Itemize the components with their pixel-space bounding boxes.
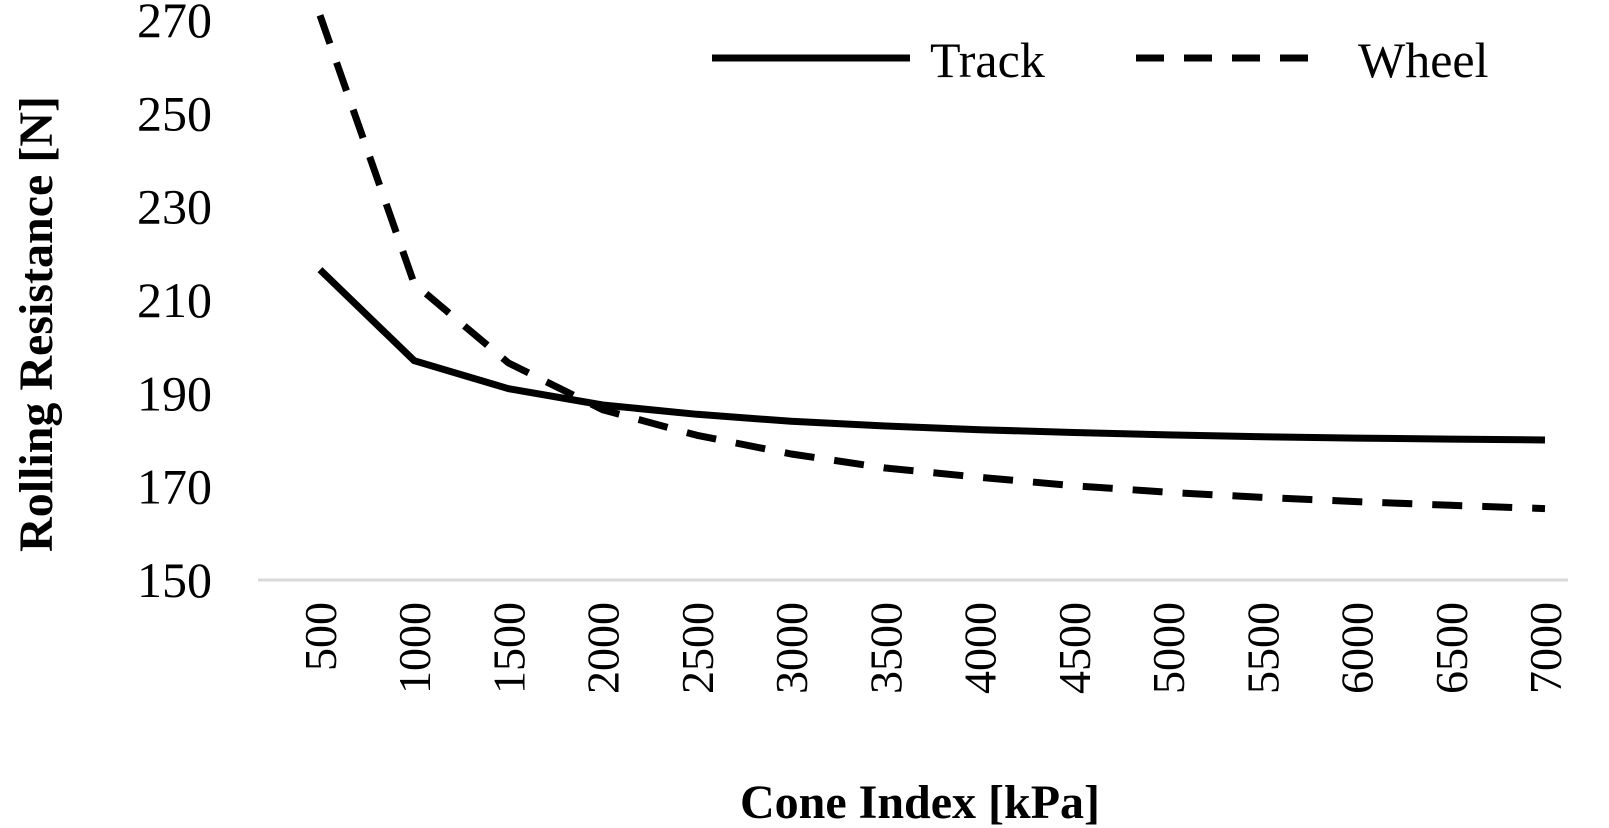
y-tick-label: 210 xyxy=(137,272,212,328)
x-axis-title: Cone Index [kPa] xyxy=(740,776,1100,828)
y-tick-label: 250 xyxy=(137,85,212,141)
x-tick-label: 3500 xyxy=(860,602,911,694)
x-tick-label: 5000 xyxy=(1143,602,1194,694)
x-tick-label: 6000 xyxy=(1332,602,1383,694)
x-tick-label: 4000 xyxy=(955,602,1006,694)
y-tick-label: 150 xyxy=(137,552,212,608)
x-tick-label: 6500 xyxy=(1426,602,1477,694)
x-tick-label: 5500 xyxy=(1237,602,1288,694)
y-tick-label: 170 xyxy=(137,459,212,515)
y-axis-title: Rolling Resistance [N] xyxy=(10,96,63,552)
legend-label-track: Track xyxy=(930,32,1045,88)
y-tick-label: 270 xyxy=(137,0,212,48)
series-lines xyxy=(316,14,1546,513)
x-tick-label: 2000 xyxy=(578,602,629,694)
x-tick-label: 1000 xyxy=(389,602,440,694)
x-tick-label: 2500 xyxy=(672,602,723,694)
legend: Track Wheel xyxy=(712,32,1488,88)
x-axis-ticks: 500 1000 1500 2000 2500 3000 3500 4000 4500 5000 5… xyxy=(295,602,1571,694)
x-tick-label: 3000 xyxy=(766,602,817,694)
series-line-wheel xyxy=(316,14,1546,513)
x-tick-label: 500 xyxy=(295,602,346,671)
x-tick-label: 1500 xyxy=(483,602,534,694)
series-line-track xyxy=(317,267,1546,444)
x-tick-label: 7000 xyxy=(1520,602,1571,694)
y-tick-label: 230 xyxy=(137,179,212,235)
x-tick-label: 4500 xyxy=(1049,602,1100,694)
y-tick-label: 190 xyxy=(137,365,212,421)
y-axis-ticks: 150 170 190 210 230 250 270 xyxy=(137,0,212,608)
legend-label-wheel: Wheel xyxy=(1358,32,1488,88)
